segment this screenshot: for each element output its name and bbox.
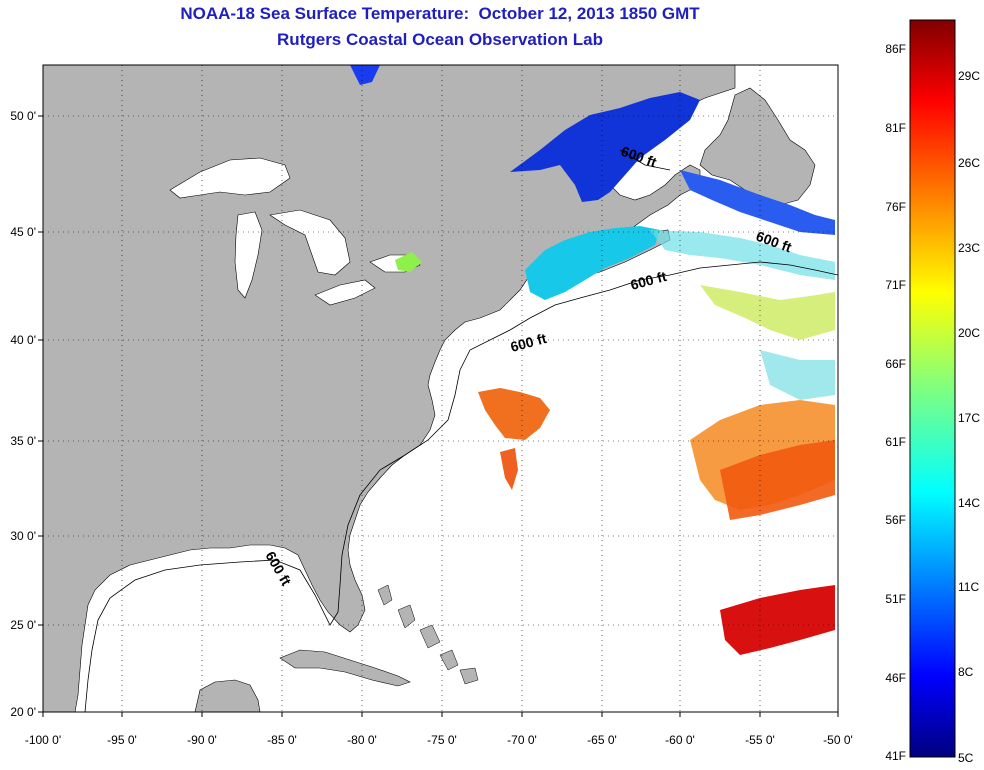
lon-tick-label: -85 0' [267, 733, 297, 747]
isobath-600ft-north [619, 149, 671, 171]
colorbar-c-label: 17C [958, 411, 980, 425]
lon-tick-label: -50 0' [823, 733, 853, 747]
colorbar-c-label: 8C [958, 665, 974, 679]
colorbar-f-label: 76F [885, 200, 906, 214]
lon-tick-label: -55 0' [745, 733, 775, 747]
lat-tick-label: 45 0' [10, 225, 36, 239]
sst-gulf-stream-core [720, 440, 835, 520]
isobath-600ft [84, 261, 838, 712]
colorbar-c-label: 5C [958, 751, 974, 765]
colorbar-c-label: 14C [958, 496, 980, 510]
sst-patch-cyan [760, 350, 835, 400]
sst-warm-eddy [478, 388, 550, 440]
lon-ticks [42, 712, 839, 717]
lon-tick-label: -80 0' [347, 733, 377, 747]
colorbar-f-label: 66F [885, 357, 906, 371]
map-title: NOAA-18 Sea Surface Temperature: October… [180, 4, 700, 23]
lat-tick-label: 20 0' [10, 705, 36, 719]
lat-tick-label: 40 0' [10, 333, 36, 347]
land-yucatan [194, 679, 261, 712]
colorbar-c-label: 20C [958, 326, 980, 340]
colorbar-f-label: 81F [885, 121, 906, 135]
land-north-america [43, 65, 736, 712]
land-cuba [279, 649, 411, 687]
colorbar-f-label: 61F [885, 435, 906, 449]
lon-tick-label: -100 0' [25, 733, 61, 747]
bahamas [377, 584, 479, 685]
sst-hudson-bay [350, 65, 380, 85]
colorbar-c-label: 29C [958, 69, 980, 83]
lat-tick-label: 25 0' [10, 618, 36, 632]
sst-warm-filament [500, 448, 518, 490]
lon-tick-label: -95 0' [107, 733, 137, 747]
lon-tick-label: -60 0' [665, 733, 695, 747]
colorbar-c-label: 23C [958, 241, 980, 255]
colorbar-f-label: 46F [885, 671, 906, 685]
lon-tick-label: -90 0' [187, 733, 217, 747]
sst-lake-ontario [395, 252, 422, 272]
colorbar-f-label: 51F [885, 592, 906, 606]
lat-tick-label: 50 0' [10, 109, 36, 123]
colorbar-f-label: 41F [885, 749, 906, 763]
colorbar-f-label: 56F [885, 513, 906, 527]
lat-ticks [38, 115, 43, 713]
sst-sargasso-red [720, 585, 835, 655]
lat-tick-label: 35 0' [10, 434, 36, 448]
sst-gulf-of-maine [525, 226, 660, 300]
colorbar-c-label: 26C [958, 156, 980, 170]
sst-gulf-st-lawrence [510, 92, 700, 202]
lat-tick-label: 30 0' [10, 529, 36, 543]
map-subtitle: Rutgers Coastal Ocean Observation Lab [277, 30, 603, 49]
colorbar-c-label: 11C [958, 580, 979, 594]
lon-tick-label: -65 0' [587, 733, 617, 747]
colorbar-f-label: 86F [885, 42, 906, 56]
colorbar-f-label: 71F [885, 278, 906, 292]
map-frame [42, 64, 839, 713]
lon-tick-label: -75 0' [427, 733, 457, 747]
sst-scotian-shelf [650, 230, 835, 280]
sst-grand-banks [680, 170, 835, 235]
sst-slope-water [700, 285, 835, 340]
colorbar [909, 19, 956, 758]
lon-tick-label: -70 0' [507, 733, 537, 747]
